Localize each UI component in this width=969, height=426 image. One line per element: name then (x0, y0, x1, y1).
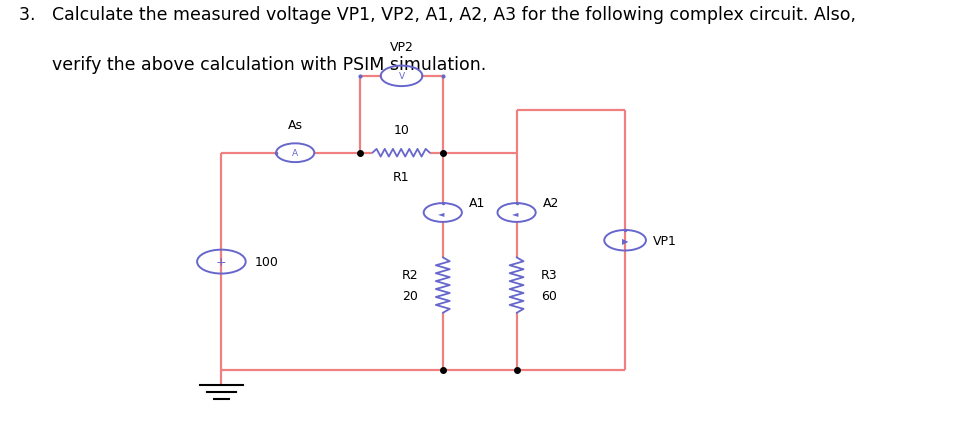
Text: VP1: VP1 (652, 234, 676, 247)
Text: A1: A1 (468, 197, 484, 210)
Text: V: V (398, 72, 404, 81)
Text: A: A (292, 149, 297, 158)
Text: 100: 100 (254, 256, 278, 268)
Text: VP2: VP2 (390, 41, 413, 54)
Text: R1: R1 (392, 170, 409, 183)
Text: 3.   Calculate the measured voltage VP1, VP2, A1, A2, A3 for the following compl: 3. Calculate the measured voltage VP1, V… (19, 6, 856, 24)
Text: 10: 10 (392, 124, 409, 136)
Text: 60: 60 (541, 290, 556, 302)
Text: +: + (216, 256, 227, 268)
Text: 20: 20 (402, 290, 418, 302)
Text: ◄: ◄ (511, 208, 517, 218)
Text: ▶: ▶ (621, 236, 628, 245)
Text: As: As (288, 118, 302, 131)
Text: ◄: ◄ (437, 208, 444, 218)
Text: R3: R3 (541, 268, 557, 281)
Text: A2: A2 (542, 197, 558, 210)
Text: R2: R2 (401, 268, 418, 281)
Text: verify the above calculation with PSIM simulation.: verify the above calculation with PSIM s… (19, 55, 485, 73)
